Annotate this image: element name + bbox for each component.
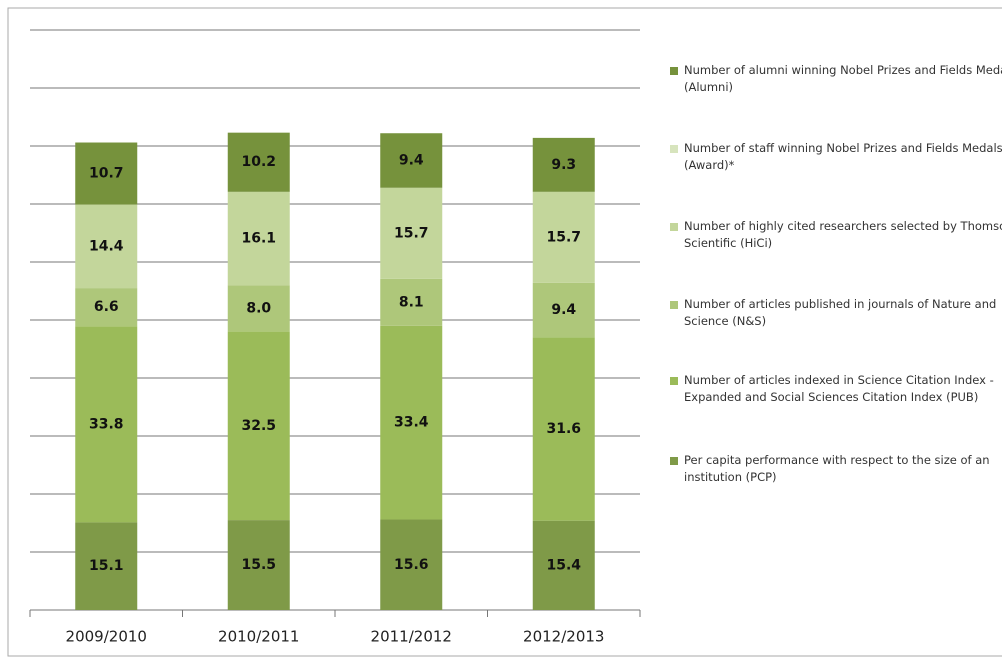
legend-label: Number of alumni winning Nobel Prizes an… bbox=[684, 63, 1002, 94]
data-label: 9.4 bbox=[399, 153, 424, 169]
bar-segment bbox=[75, 522, 138, 610]
legend-swatch bbox=[670, 457, 678, 465]
data-label: 9.3 bbox=[551, 157, 576, 173]
data-label: 15.6 bbox=[394, 557, 429, 573]
legend-swatch bbox=[670, 301, 678, 309]
x-tick-label: 2010/2011 bbox=[218, 628, 299, 646]
frame bbox=[7, 7, 1002, 657]
data-label: 33.4 bbox=[394, 415, 429, 431]
legend-item: Number of highly cited researchers selec… bbox=[670, 218, 1002, 252]
bar-segment bbox=[380, 519, 443, 610]
legend-item: Number of alumni winning Nobel Prizes an… bbox=[670, 62, 1002, 96]
bar-segment bbox=[380, 187, 443, 279]
legend-swatch bbox=[670, 223, 678, 231]
data-label: 8.1 bbox=[399, 294, 424, 310]
bar-segment bbox=[75, 326, 138, 523]
legend-label: Number of articles indexed in Science Ci… bbox=[684, 373, 994, 404]
legend-item: Number of articles published in journals… bbox=[670, 296, 1002, 330]
bar-segment bbox=[227, 191, 290, 286]
data-label: 32.5 bbox=[241, 418, 276, 434]
data-label: 15.7 bbox=[546, 229, 581, 245]
legend-item: Number of staff winning Nobel Prizes and… bbox=[670, 140, 1002, 174]
bar-segment bbox=[532, 337, 595, 521]
legend-label: Number of highly cited researchers selec… bbox=[684, 219, 1002, 250]
bar-segment bbox=[380, 325, 443, 520]
bar-segment bbox=[532, 137, 595, 192]
data-label: 33.8 bbox=[89, 416, 124, 432]
legend-swatch bbox=[670, 67, 678, 75]
bar-segment bbox=[380, 133, 443, 188]
bar-segment bbox=[532, 282, 595, 338]
data-label: 31.6 bbox=[546, 421, 581, 437]
data-label: 6.6 bbox=[94, 299, 119, 315]
x-tick-label: 2011/2012 bbox=[371, 628, 452, 646]
data-label: 15.7 bbox=[394, 225, 429, 241]
bar-segment bbox=[227, 132, 290, 192]
legend-label: Number of articles published in journals… bbox=[684, 297, 997, 328]
legend-swatch bbox=[670, 377, 678, 385]
data-label: 14.4 bbox=[89, 238, 124, 254]
x-tick-label: 2012/2013 bbox=[523, 628, 604, 646]
bar-segment bbox=[75, 288, 138, 327]
data-label: 15.1 bbox=[89, 558, 124, 574]
data-label: 10.2 bbox=[241, 154, 276, 170]
legend-item: Number of articles indexed in Science Ci… bbox=[670, 372, 1002, 406]
legend-swatch bbox=[670, 145, 678, 153]
data-label: 8.0 bbox=[246, 300, 271, 316]
bar-segment bbox=[532, 191, 595, 283]
x-tick-label: 2009/2010 bbox=[66, 628, 147, 646]
data-label: 16.1 bbox=[241, 231, 276, 247]
data-label: 15.4 bbox=[546, 557, 581, 573]
bar-segment bbox=[227, 285, 290, 332]
bar-segment bbox=[532, 520, 595, 610]
legend-item: Per capita performance with respect to t… bbox=[670, 452, 1002, 486]
legend-label: Number of staff winning Nobel Prizes and… bbox=[684, 141, 1002, 172]
bar-segment bbox=[227, 520, 290, 610]
bar-segment bbox=[380, 278, 443, 326]
data-label: 15.5 bbox=[241, 557, 276, 573]
bar-segment bbox=[227, 331, 290, 521]
bar-segment bbox=[75, 204, 138, 289]
legend-label: Per capita performance with respect to t… bbox=[684, 453, 990, 484]
data-label: 9.4 bbox=[551, 302, 576, 318]
data-label: 10.7 bbox=[89, 166, 124, 182]
bar-segment bbox=[75, 142, 138, 205]
